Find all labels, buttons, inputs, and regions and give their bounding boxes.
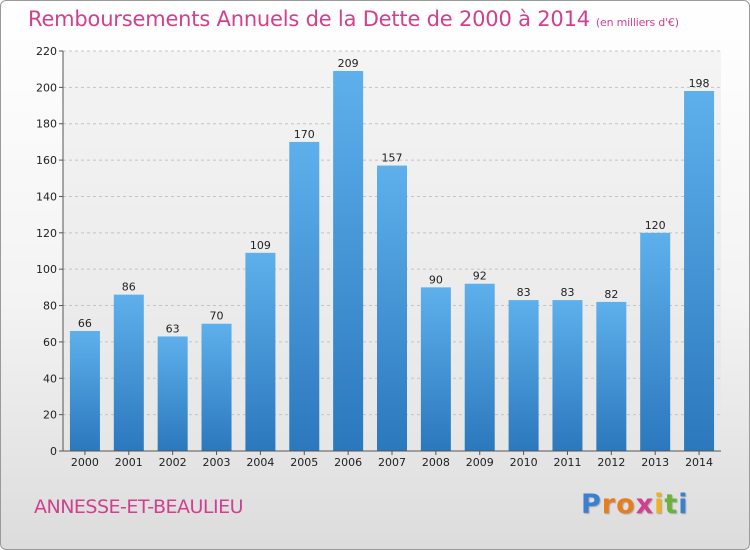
bar-value-label: 109 <box>250 239 271 252</box>
x-tick-label: 2002 <box>159 456 187 469</box>
bar-value-label: 209 <box>338 57 359 70</box>
x-tick-label: 2009 <box>466 456 494 469</box>
bar-value-label: 83 <box>560 286 574 299</box>
bar-value-label: 83 <box>517 286 531 299</box>
bar[interactable] <box>377 165 407 451</box>
y-tick-label: 200 <box>36 81 57 94</box>
logo-letter: P <box>581 489 602 520</box>
bar[interactable] <box>640 232 671 451</box>
bar-value-label: 90 <box>429 273 443 286</box>
y-tick-label: 0 <box>50 445 57 458</box>
axes: 0 20 40 60 80 100 120 140 160 180 200 220 2000 2001 20… <box>36 45 721 469</box>
logo-letter: o <box>616 489 636 520</box>
logo-letter: t <box>664 489 679 520</box>
x-tick-label: 2000 <box>71 456 99 469</box>
title-unit: (en milliers d'€) <box>595 16 679 29</box>
bar-value-label: 92 <box>473 270 487 283</box>
y-tick-label: 120 <box>36 227 57 240</box>
bar[interactable] <box>684 91 715 451</box>
x-tick-label: 2013 <box>641 456 669 469</box>
x-tick-label: 2010 <box>510 456 538 469</box>
logo-letter: i <box>678 489 689 520</box>
bar-value-label: 157 <box>382 152 403 165</box>
bar-value-label: 198 <box>689 77 710 90</box>
bar[interactable] <box>420 287 451 451</box>
bar-value-label: 66 <box>78 317 92 330</box>
logo-letter: r <box>601 489 617 520</box>
y-tick-label: 60 <box>43 336 57 349</box>
logo-letter: x <box>635 489 655 520</box>
bar-value-label: 63 <box>166 322 180 335</box>
bar-value-label: 82 <box>604 288 618 301</box>
bars: 66 86 63 70 109 170 209 157 90 92 83 83 82 120 198 <box>69 57 715 451</box>
x-tick-label: 2003 <box>203 456 231 469</box>
x-tick-label: 2007 <box>378 456 406 469</box>
commune-name: ANNESSE-ET-BEAULIEU <box>34 496 244 518</box>
x-tick-label: 2008 <box>422 456 450 469</box>
bar-value-label: 170 <box>294 128 315 141</box>
x-tick-label: 2012 <box>597 456 625 469</box>
bar[interactable] <box>245 252 276 451</box>
bar[interactable] <box>289 141 320 451</box>
bar[interactable] <box>552 300 583 451</box>
proxiti-logo[interactable]: Proxiti <box>581 489 689 520</box>
y-tick-label: 20 <box>43 409 57 422</box>
x-tick-label: 2005 <box>290 456 318 469</box>
bar[interactable] <box>508 300 539 451</box>
title-text: Remboursements Annuels de la Dette de 20… <box>28 7 590 31</box>
y-tick-label: 220 <box>36 45 57 58</box>
x-tick-label: 2014 <box>685 456 713 469</box>
bar-value-label: 120 <box>645 219 666 232</box>
x-tick-label: 2006 <box>334 456 362 469</box>
y-tick-label: 140 <box>36 190 57 203</box>
x-tick-label: 2004 <box>246 456 274 469</box>
bar-value-label: 86 <box>122 281 136 294</box>
x-tick-label: 2001 <box>115 456 143 469</box>
bar-value-label: 70 <box>210 310 224 323</box>
bar[interactable] <box>464 283 495 451</box>
chart-title: Remboursements Annuels de la Dette de 20… <box>28 7 679 31</box>
bar[interactable] <box>201 323 232 451</box>
bar[interactable] <box>69 331 100 451</box>
y-tick-label: 180 <box>36 118 57 131</box>
bar[interactable] <box>596 301 627 451</box>
logo-letter: i <box>654 489 665 520</box>
y-tick-label: 80 <box>43 300 57 313</box>
y-tick-label: 160 <box>36 154 57 167</box>
bar[interactable] <box>157 336 188 451</box>
y-tick-label: 40 <box>43 372 57 385</box>
y-tick-label: 100 <box>36 263 57 276</box>
x-tick-label: 2011 <box>553 456 581 469</box>
bar[interactable] <box>333 71 364 451</box>
bar[interactable] <box>113 294 144 451</box>
